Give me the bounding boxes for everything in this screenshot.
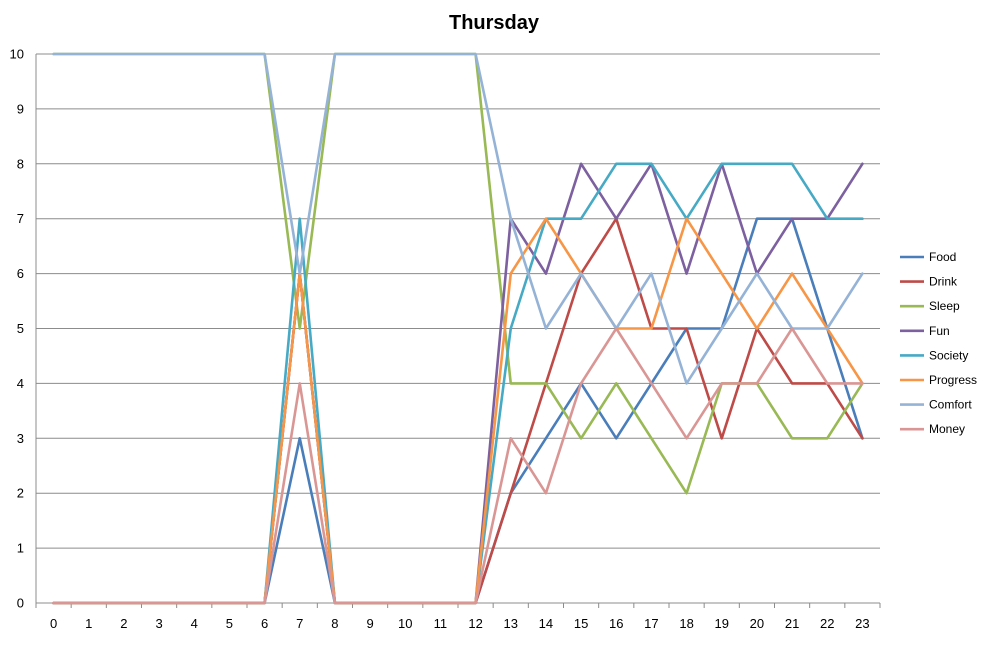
legend-label-progress: Progress bbox=[929, 373, 977, 387]
x-tick-label: 23 bbox=[855, 616, 869, 631]
x-tick-label: 0 bbox=[50, 616, 57, 631]
x-tick-label: 1 bbox=[85, 616, 92, 631]
series-line-money bbox=[52, 327, 864, 605]
x-tick-label: 22 bbox=[820, 616, 834, 631]
x-tick-label: 12 bbox=[468, 616, 482, 631]
x-tick-label: 19 bbox=[715, 616, 729, 631]
y-tick-label: 3 bbox=[17, 431, 24, 446]
y-tick-label: 2 bbox=[17, 486, 24, 501]
x-tick-label: 16 bbox=[609, 616, 623, 631]
x-tick-label: 21 bbox=[785, 616, 799, 631]
x-tick-label: 7 bbox=[296, 616, 303, 631]
series-line-progress bbox=[52, 217, 864, 605]
legend-label-food: Food bbox=[929, 250, 956, 264]
x-tick-label: 9 bbox=[366, 616, 373, 631]
x-tick-label: 5 bbox=[226, 616, 233, 631]
series-line-drink bbox=[52, 217, 864, 605]
legend-label-society: Society bbox=[929, 348, 968, 362]
y-tick-label: 10 bbox=[10, 47, 24, 62]
legend-label-comfort: Comfort bbox=[929, 398, 972, 412]
y-tick-label: 7 bbox=[17, 211, 24, 226]
x-tick-label: 11 bbox=[434, 616, 448, 631]
x-tick-label: 17 bbox=[644, 616, 658, 631]
legend-label-fun: Fun bbox=[929, 324, 950, 338]
x-tick-label: 4 bbox=[191, 616, 198, 631]
legend: Food Drink Sleep Fun Society Progress Comfort M… bbox=[900, 250, 977, 436]
x-tick-label: 3 bbox=[155, 616, 162, 631]
chart-title: Thursday bbox=[449, 12, 540, 34]
y-tick-label: 8 bbox=[17, 156, 24, 171]
y-tick-label: 9 bbox=[17, 101, 24, 116]
legend-label-money: Money bbox=[929, 422, 965, 436]
axes bbox=[35, 54, 881, 608]
x-tick-label: 18 bbox=[679, 616, 693, 631]
x-tick-label: 8 bbox=[331, 616, 338, 631]
series-lines bbox=[52, 52, 864, 605]
x-tick-label: 10 bbox=[398, 616, 412, 631]
x-tick-label: 20 bbox=[750, 616, 764, 631]
x-tick-label: 2 bbox=[120, 616, 127, 631]
legend-label-sleep: Sleep bbox=[929, 299, 960, 313]
y-tick-label: 4 bbox=[17, 376, 24, 391]
x-tick-label: 14 bbox=[539, 616, 553, 631]
series-line-comfort bbox=[52, 52, 864, 385]
series-line-food bbox=[52, 217, 864, 605]
grid-lines bbox=[36, 53, 880, 604]
y-tick-label: 5 bbox=[17, 321, 24, 336]
x-tick-label: 6 bbox=[261, 616, 268, 631]
x-tick-label: 15 bbox=[574, 616, 588, 631]
x-tick-label: 13 bbox=[504, 616, 518, 631]
y-tick-label: 6 bbox=[17, 266, 24, 281]
legend-label-drink: Drink bbox=[929, 275, 958, 289]
y-tick-label: 1 bbox=[17, 541, 24, 556]
y-tick-label: 0 bbox=[17, 596, 24, 611]
